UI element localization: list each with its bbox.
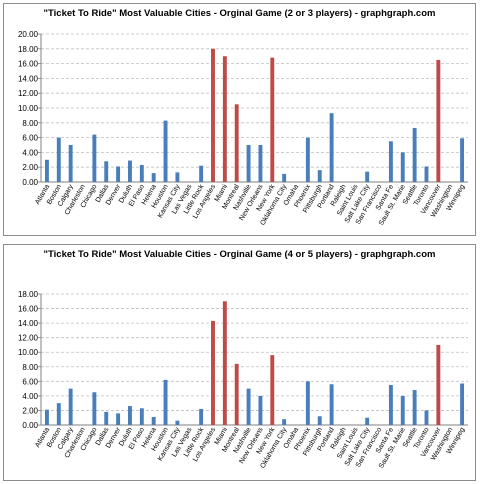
y-tick-label: 12.00 bbox=[18, 334, 39, 343]
bar-chicago bbox=[92, 392, 97, 425]
y-tick-label: 4.00 bbox=[22, 392, 38, 401]
bar-seattle bbox=[412, 127, 417, 182]
bar-boston bbox=[56, 403, 61, 425]
bar-sault-st-marie bbox=[400, 395, 405, 425]
bar-duluth bbox=[128, 160, 132, 182]
bar-kansas-city bbox=[175, 172, 180, 182]
bar-portland bbox=[329, 384, 334, 425]
bar-boston bbox=[56, 137, 61, 182]
y-tick-label: 14.00 bbox=[18, 74, 39, 83]
y-tick-label: 0.00 bbox=[22, 421, 38, 430]
bar-miami bbox=[222, 56, 227, 183]
y-tick-label: 16.00 bbox=[18, 305, 39, 314]
y-tick-label: 6.00 bbox=[22, 134, 38, 143]
y-tick-label: 8.00 bbox=[22, 363, 38, 372]
bar-chart-2-3-players: 0.00 2.00 4.00 6.00 8.00 10.00 12.00 14.00 16.00… bbox=[18, 30, 468, 227]
y-tick-label: 10.00 bbox=[18, 348, 39, 357]
bar-denver bbox=[116, 413, 121, 425]
bar-salt-lake-city bbox=[365, 417, 370, 425]
chart-panel-4-5-players: "Ticket To Ride" Most Valuable Cities - … bbox=[3, 244, 476, 481]
y-tick-label: 20.00 bbox=[18, 30, 39, 39]
bar-new-york bbox=[270, 355, 275, 425]
bar-atlanta bbox=[44, 159, 49, 182]
bar-nashville bbox=[246, 388, 251, 425]
bar-winnipeg bbox=[460, 138, 465, 182]
bar-oklahoma-city bbox=[282, 419, 287, 425]
chart-title: "Ticket To Ride" Most Valuable Cities - … bbox=[43, 8, 436, 19]
bar-seattle bbox=[412, 390, 417, 425]
bar-montreal bbox=[234, 363, 239, 425]
bar-los-angeles bbox=[211, 48, 215, 182]
bar-kansas-city bbox=[175, 420, 180, 425]
bar-new-orleans bbox=[258, 145, 263, 182]
bar-helena bbox=[151, 173, 156, 182]
y-tick-label: 10.00 bbox=[18, 104, 39, 113]
bar-new-orleans bbox=[258, 395, 263, 425]
y-tick-label: 4.00 bbox=[22, 148, 38, 157]
bar-calgary bbox=[68, 145, 73, 182]
bar-calgary bbox=[68, 388, 73, 425]
bar-winnipeg bbox=[460, 383, 465, 425]
y-tick-label: 18.00 bbox=[18, 290, 39, 299]
bar-santa-fe bbox=[388, 141, 393, 182]
y-tick-label: 16.00 bbox=[18, 60, 39, 69]
bar-pittsburgh bbox=[317, 170, 322, 182]
bar-el-paso bbox=[139, 164, 144, 182]
bar-toronto bbox=[424, 410, 429, 425]
bar-vancouver bbox=[436, 344, 441, 425]
y-tick-label: 14.00 bbox=[18, 319, 39, 328]
bar-atlanta bbox=[44, 409, 49, 425]
chart-panel-2-3-players: "Ticket To Ride" Most Valuable Cities - … bbox=[3, 3, 476, 236]
bar-houston bbox=[163, 120, 168, 182]
y-tick-label: 8.00 bbox=[22, 119, 38, 128]
bar-denver bbox=[116, 166, 121, 182]
y-tick-label: 12.00 bbox=[18, 89, 39, 98]
bar-portland bbox=[329, 113, 334, 182]
bar-chicago bbox=[92, 134, 97, 182]
bar-helena bbox=[151, 416, 156, 425]
y-tick-label: 2.00 bbox=[22, 163, 38, 172]
bar-santa-fe bbox=[388, 384, 393, 425]
bar-phoenix bbox=[305, 137, 310, 182]
bar-chart-4-5-players: 0.00 2.00 4.00 6.00 8.00 10.00 12.00 14.00 16.00… bbox=[18, 290, 468, 470]
bar-sault-st-marie bbox=[400, 152, 405, 182]
bar-salt-lake-city bbox=[365, 171, 370, 182]
bar-oklahoma-city bbox=[282, 173, 287, 182]
bar-toronto bbox=[424, 166, 429, 182]
bar-pittsburgh bbox=[317, 416, 322, 425]
bar-phoenix bbox=[305, 381, 310, 425]
bar-houston bbox=[163, 379, 168, 425]
y-tick-label: 2.00 bbox=[22, 406, 38, 415]
bar-los-angeles bbox=[211, 320, 215, 425]
y-tick-label: 18.00 bbox=[18, 45, 39, 54]
chart-title: "Ticket To Ride" Most Valuable Cities - … bbox=[43, 249, 436, 260]
y-tick-label: 6.00 bbox=[22, 377, 38, 386]
bar-nashville bbox=[246, 145, 251, 182]
bar-new-york bbox=[270, 57, 275, 182]
bar-dallas bbox=[104, 411, 109, 425]
bar-montreal bbox=[234, 104, 239, 182]
bar-little-rock bbox=[199, 165, 204, 182]
bar-dallas bbox=[104, 161, 109, 182]
bar-vancouver bbox=[436, 59, 441, 182]
bar-el-paso bbox=[139, 408, 144, 425]
bar-duluth bbox=[128, 406, 132, 425]
bar-miami bbox=[222, 301, 227, 425]
bar-little-rock bbox=[199, 408, 204, 425]
y-tick-label: 0.00 bbox=[22, 178, 38, 187]
